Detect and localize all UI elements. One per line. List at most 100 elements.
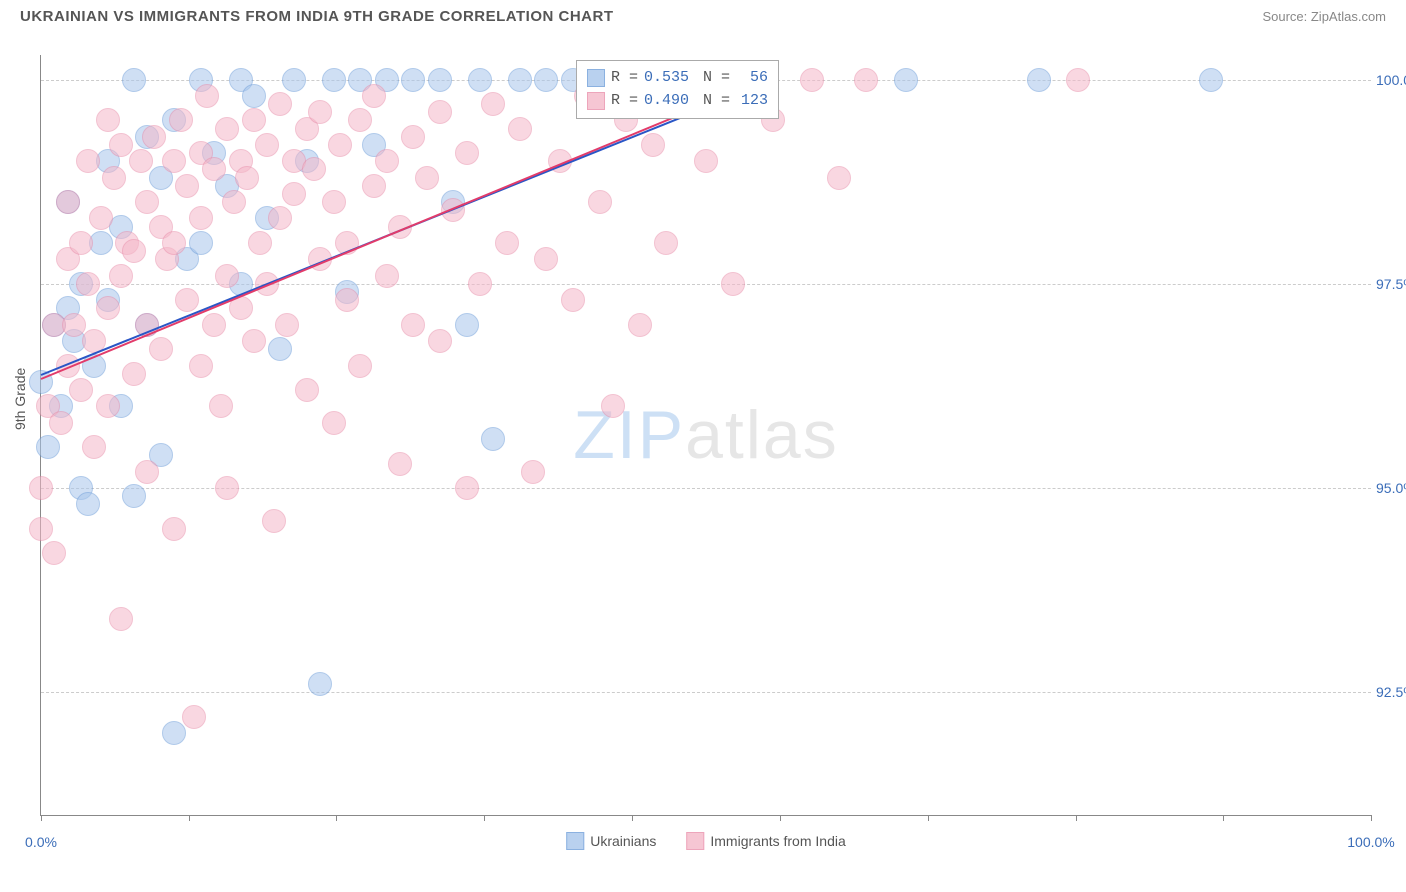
data-point (588, 190, 612, 214)
y-tick-label: 95.0% (1376, 480, 1406, 496)
data-point (275, 313, 299, 337)
data-point (322, 411, 346, 435)
x-tick (1223, 815, 1224, 821)
data-point (96, 108, 120, 132)
data-point (215, 476, 239, 500)
data-point (162, 149, 186, 173)
data-point (149, 337, 173, 361)
data-point (36, 435, 60, 459)
legend-label: Immigrants from India (710, 833, 845, 849)
data-point (76, 492, 100, 516)
data-point (282, 182, 306, 206)
data-point (428, 100, 452, 124)
data-point (209, 394, 233, 418)
data-point (348, 108, 372, 132)
data-point (215, 117, 239, 141)
data-point (235, 166, 259, 190)
stats-row: R =0.490N =123 (587, 90, 768, 113)
data-point (495, 231, 519, 255)
data-point (242, 329, 266, 353)
data-point (854, 68, 878, 92)
x-tick (632, 815, 633, 821)
data-point (468, 272, 492, 296)
data-point (169, 108, 193, 132)
data-point (641, 133, 665, 157)
series-swatch (587, 69, 605, 87)
data-point (508, 68, 532, 92)
data-point (162, 231, 186, 255)
data-point (335, 288, 359, 312)
data-point (248, 231, 272, 255)
data-point (49, 411, 73, 435)
data-point (69, 231, 93, 255)
x-tick (484, 815, 485, 821)
data-point (175, 174, 199, 198)
data-point (601, 394, 625, 418)
source-label: Source: ZipAtlas.com (1262, 9, 1386, 24)
data-point (348, 354, 372, 378)
data-point (42, 541, 66, 565)
data-point (162, 517, 186, 541)
stat-n-label: N = (703, 67, 730, 90)
data-point (481, 427, 505, 451)
data-point (262, 509, 286, 533)
data-point (62, 313, 86, 337)
data-point (122, 484, 146, 508)
data-point (96, 296, 120, 320)
data-point (268, 337, 292, 361)
data-point (189, 231, 213, 255)
data-point (534, 247, 558, 271)
data-point (800, 68, 824, 92)
legend: Ukrainians Immigrants from India (566, 832, 846, 850)
data-point (322, 190, 346, 214)
watermark-part1: ZIP (573, 397, 685, 473)
data-point (308, 672, 332, 696)
data-point (142, 125, 166, 149)
data-point (182, 705, 206, 729)
stat-n-label: N = (703, 90, 730, 113)
data-point (76, 272, 100, 296)
data-point (694, 149, 718, 173)
data-point (362, 174, 386, 198)
data-point (202, 157, 226, 181)
data-point (1066, 68, 1090, 92)
legend-label: Ukrainians (590, 833, 656, 849)
data-point (135, 460, 159, 484)
data-point (122, 362, 146, 386)
data-point (222, 190, 246, 214)
data-point (122, 239, 146, 263)
data-point (56, 190, 80, 214)
data-point (242, 108, 266, 132)
data-point (189, 206, 213, 230)
data-point (175, 288, 199, 312)
data-point (282, 68, 306, 92)
data-point (827, 166, 851, 190)
scatter-plot: ZIPatlas 92.5%95.0%97.5%100.0%0.0%100.0%… (40, 55, 1371, 816)
stat-r-value: 0.490 (644, 90, 689, 113)
data-point (468, 68, 492, 92)
data-point (721, 272, 745, 296)
series-swatch (587, 92, 605, 110)
x-tick-label: 0.0% (25, 834, 57, 850)
data-point (401, 68, 425, 92)
data-point (89, 206, 113, 230)
data-point (29, 476, 53, 500)
chart-title: UKRAINIAN VS IMMIGRANTS FROM INDIA 9TH G… (20, 8, 614, 25)
data-point (82, 435, 106, 459)
data-point (521, 460, 545, 484)
data-point (1027, 68, 1051, 92)
data-point (628, 313, 652, 337)
data-point (102, 166, 126, 190)
x-tick (928, 815, 929, 821)
legend-item: Ukrainians (566, 832, 656, 850)
stat-r-label: R = (611, 67, 638, 90)
data-point (508, 117, 532, 141)
x-tick-label: 100.0% (1347, 834, 1394, 850)
data-point (268, 92, 292, 116)
data-point (302, 157, 326, 181)
data-point (129, 149, 153, 173)
y-axis-label: 9th Grade (12, 368, 28, 430)
x-tick (336, 815, 337, 821)
data-point (388, 452, 412, 476)
data-point (1199, 68, 1223, 92)
